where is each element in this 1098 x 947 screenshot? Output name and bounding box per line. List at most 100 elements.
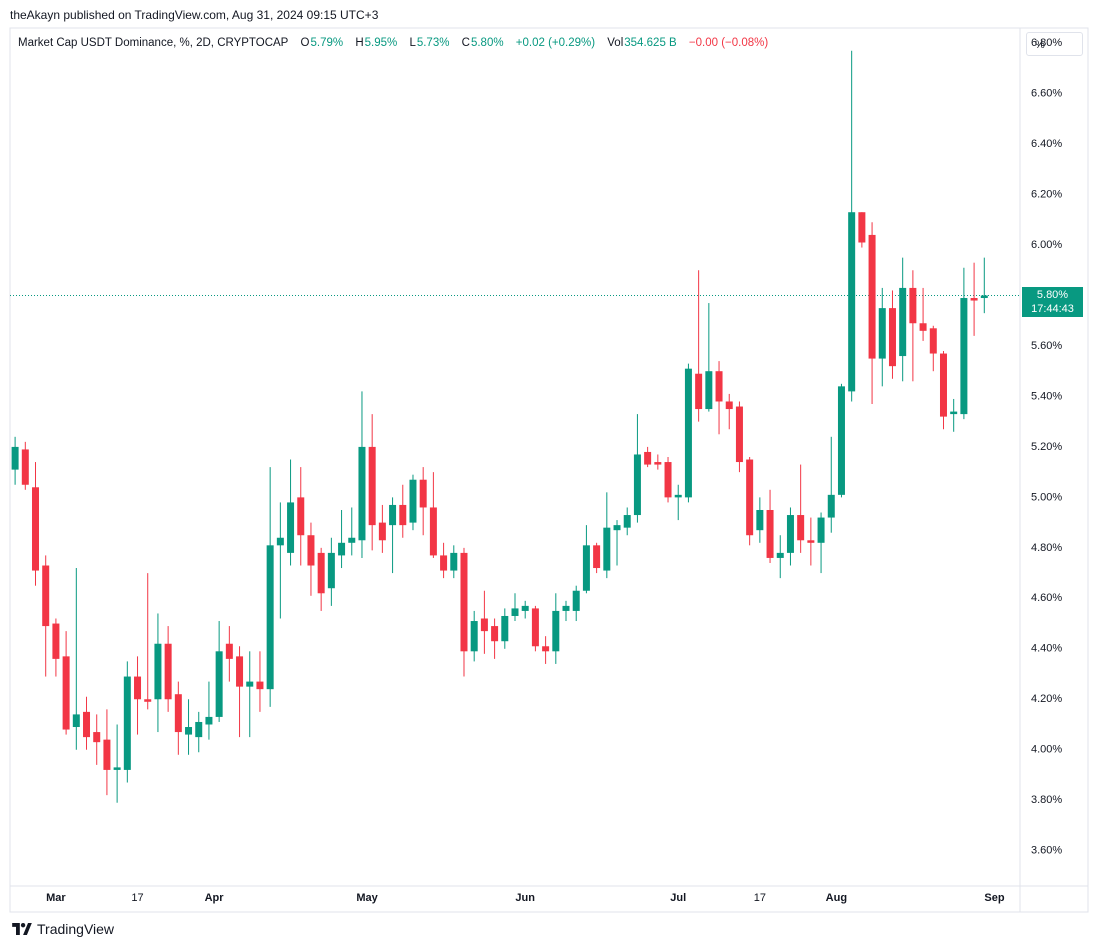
- y-tick-label: 4.60%: [1031, 592, 1062, 604]
- candle-body: [603, 527, 611, 571]
- candle-body: [11, 446, 19, 470]
- candle-body: [123, 676, 131, 770]
- candle-body: [399, 504, 407, 526]
- candle-body: [103, 739, 111, 770]
- candle-body: [664, 462, 672, 498]
- candle-body: [684, 368, 692, 498]
- candle-body: [246, 681, 254, 687]
- candle-body: [358, 446, 366, 541]
- tv-logo: [12, 923, 32, 935]
- candle-body: [460, 552, 468, 652]
- candle-body: [909, 287, 917, 324]
- candle-body: [695, 373, 703, 410]
- candle-body: [552, 610, 560, 652]
- candle-body: [154, 643, 162, 700]
- candle-body: [980, 295, 988, 299]
- y-tick-label: 3.80%: [1031, 794, 1062, 806]
- candle-body: [93, 732, 101, 743]
- candle-body: [409, 479, 417, 523]
- candle-body: [164, 643, 172, 700]
- candle-body: [419, 479, 427, 508]
- candle-body: [42, 565, 50, 627]
- candle-body: [389, 504, 397, 526]
- y-tick-label: 6.20%: [1031, 188, 1062, 200]
- candle-body: [32, 487, 40, 571]
- axis-labels: 3.60% 3.80% 4.00% 4.20% 4.40% 4.60% 4.80% 5.00%…: [46, 37, 1062, 904]
- candle-body: [858, 212, 866, 243]
- candle-body: [470, 621, 478, 652]
- candle-body: [970, 298, 978, 301]
- y-tick-label: 5.60%: [1031, 340, 1062, 352]
- candles: [11, 50, 988, 803]
- candle-body: [21, 449, 29, 485]
- candle-body: [531, 608, 539, 647]
- candle-body: [256, 681, 264, 690]
- high-label: H: [355, 37, 364, 49]
- candle-body: [817, 517, 825, 543]
- candle-body: [776, 552, 784, 558]
- y-tick-label: 6.00%: [1031, 239, 1062, 251]
- candle-body: [480, 618, 488, 632]
- price-label: 5.80% 17:44:43: [1022, 287, 1083, 318]
- candle-body: [521, 605, 529, 611]
- x-tick-label: Apr: [205, 892, 225, 904]
- candle-body: [735, 406, 743, 463]
- candle-body: [236, 656, 244, 687]
- candle-body: [113, 767, 121, 770]
- candle-body: [827, 494, 835, 518]
- candle-body: [134, 676, 142, 700]
- candle-body: [582, 545, 590, 591]
- candle-body: [715, 371, 723, 402]
- x-tick-label: May: [356, 892, 378, 904]
- candle-body: [174, 694, 182, 733]
- candle-body: [205, 716, 213, 725]
- candle-body: [837, 386, 845, 495]
- x-tick-label: Jul: [670, 892, 686, 904]
- y-tick-label: 4.00%: [1031, 744, 1062, 756]
- candle-body: [511, 608, 519, 616]
- candle-body: [225, 643, 233, 659]
- price-label-value: 5.80%: [1036, 289, 1069, 302]
- footer-brand: TradingView: [37, 921, 115, 937]
- candle-body: [83, 711, 91, 738]
- y-tick-label: 5.00%: [1031, 491, 1062, 503]
- volume-change: −0.00 (−0.08%): [688, 37, 769, 49]
- y-tick-label: 4.20%: [1031, 693, 1062, 705]
- candle-body: [960, 298, 968, 415]
- candle-body: [338, 542, 346, 556]
- low-label: L: [409, 37, 416, 49]
- candle-body: [72, 714, 80, 728]
- candle-body: [725, 401, 733, 410]
- x-tick-label: Sep: [984, 892, 1004, 904]
- candle-body: [215, 651, 223, 717]
- candle-body: [297, 497, 305, 536]
- price-countdown: 17:44:43: [1031, 303, 1074, 316]
- candle-body: [287, 502, 295, 553]
- candle-body: [807, 540, 815, 543]
- scale-button[interactable]: %: [1026, 32, 1083, 56]
- candle-body: [654, 462, 662, 465]
- x-tick-label: Aug: [826, 892, 847, 904]
- y-tick-label: 5.20%: [1031, 441, 1062, 453]
- x-tick-label: Jun: [515, 892, 535, 904]
- candle-body: [368, 446, 376, 526]
- candle-body: [939, 353, 947, 417]
- legend: Market Cap USDT Dominance, %, 2D, CRYPTO…: [18, 37, 769, 49]
- open-label: O: [300, 37, 310, 49]
- candle-body: [348, 537, 356, 543]
- y-tick-label: 4.80%: [1031, 542, 1062, 554]
- change-value: +0.02 (+0.29%): [515, 37, 596, 49]
- candle-body: [919, 323, 927, 331]
- candle-body: [572, 590, 580, 611]
- y-tick-label: 5.40%: [1031, 390, 1062, 402]
- candle-body: [562, 605, 570, 611]
- candle-body: [440, 555, 448, 571]
- close-label: C: [461, 37, 470, 49]
- candle-body: [52, 623, 60, 659]
- x-tick-label: 17: [131, 892, 143, 904]
- candle-body: [644, 451, 652, 465]
- candle-body: [878, 308, 886, 359]
- open-value: 5.79%: [310, 37, 344, 49]
- candle-body: [613, 525, 621, 531]
